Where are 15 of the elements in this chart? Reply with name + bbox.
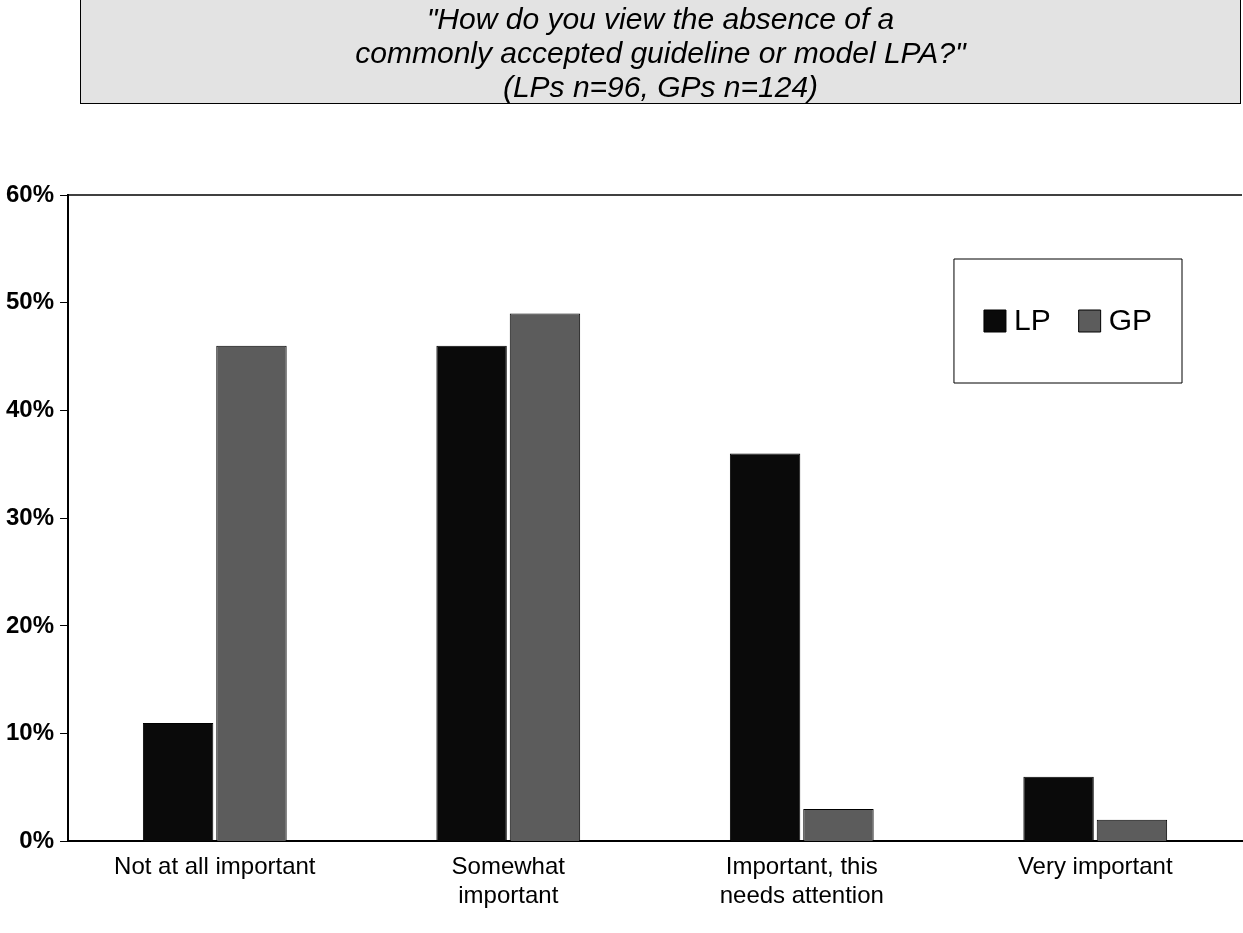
y-tick-label: 20% — [5, 610, 55, 638]
x-tick-label: Important, this needs attention — [719, 852, 884, 909]
x-tick-label: Not at all important — [114, 852, 316, 880]
x-tick-label: Somewhat important — [451, 852, 566, 909]
legend-label: GP — [1108, 303, 1153, 337]
x-tick-label: Very important — [1017, 852, 1173, 880]
legend-label: LP — [1013, 303, 1051, 337]
y-tick-label: 0% — [19, 826, 55, 854]
y-tick-label: 10% — [5, 718, 55, 746]
y-tick-label: 50% — [5, 287, 55, 315]
chart-title: "How do you view the absence of a commonly accepted guideline or model LPA?" — [354, 2, 968, 70]
y-tick-label: 60% — [5, 179, 55, 207]
y-tick-label: 40% — [5, 395, 55, 423]
y-tick-label: 30% — [5, 502, 55, 530]
chart-subtitle: (LPs n=96, GPs n=124) — [501, 70, 820, 104]
